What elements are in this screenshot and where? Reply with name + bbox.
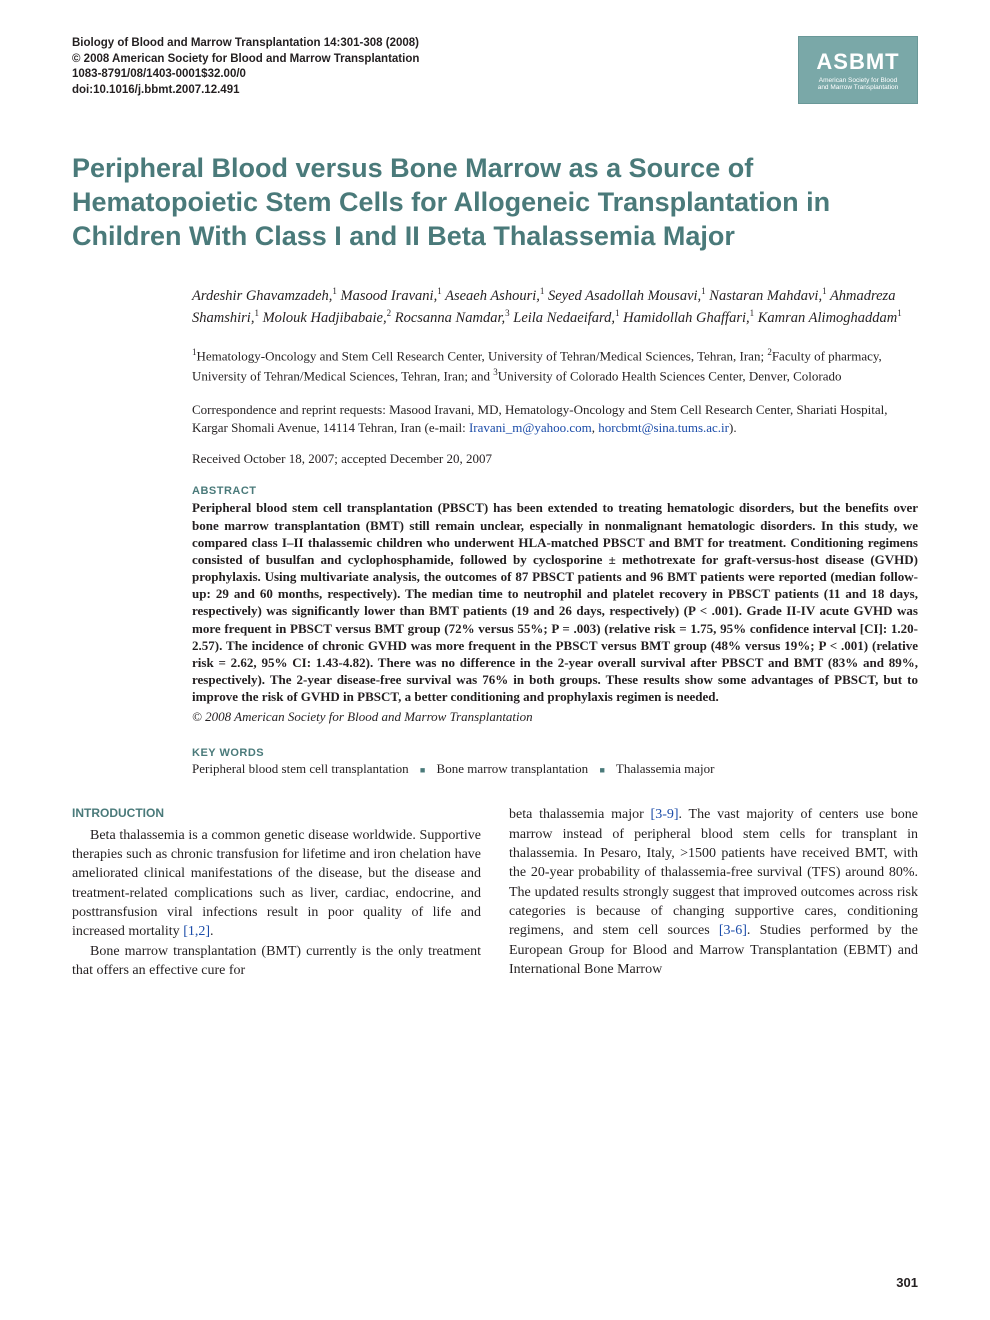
- article-title: Peripheral Blood versus Bone Marrow as a…: [72, 152, 918, 253]
- journal-copyright: © 2008 American Society for Blood and Ma…: [72, 52, 419, 68]
- correspondence: Correspondence and reprint requests: Mas…: [192, 401, 918, 437]
- affiliations: 1Hematology-Oncology and Stem Cell Resea…: [192, 346, 918, 385]
- journal-doi: doi:10.1016/j.bbmt.2007.12.491: [72, 83, 419, 99]
- right-column: beta thalassemia major [3-9]. The vast m…: [509, 805, 918, 980]
- citation-link[interactable]: [3-6]: [719, 923, 747, 938]
- article-dates: Received October 18, 2007; accepted Dece…: [192, 451, 918, 467]
- intro-paragraph-2-cont: beta thalassemia major [3-9]. The vast m…: [509, 805, 918, 979]
- correspondence-email-2[interactable]: horcbmt@sina.tums.ac.ir: [598, 420, 729, 435]
- keyword-1: Peripheral blood stem cell transplantati…: [192, 761, 409, 776]
- header-row: Biology of Blood and Marrow Transplantat…: [72, 36, 918, 104]
- bullet-icon: ■: [599, 765, 604, 775]
- left-column: INTRODUCTION Beta thalassemia is a commo…: [72, 805, 481, 980]
- keyword-3: Thalassemia major: [616, 761, 715, 776]
- keywords-list: Peripheral blood stem cell transplantati…: [192, 761, 918, 777]
- abstract-text: Peripheral blood stem cell transplantati…: [192, 499, 918, 705]
- bullet-icon: ■: [420, 765, 425, 775]
- citation-link[interactable]: [3-9]: [651, 807, 679, 822]
- page-number: 301: [896, 1275, 918, 1290]
- authors-list: Ardeshir Ghavamzadeh,1 Masood Iravani,1 …: [192, 285, 918, 328]
- journal-issn: 1083-8791/08/1403-0001$32.00/0: [72, 67, 419, 83]
- logo-acronym: ASBMT: [816, 49, 899, 75]
- logo-subtitle: American Society for Blood and Marrow Tr…: [818, 77, 899, 91]
- body-columns: INTRODUCTION Beta thalassemia is a commo…: [72, 805, 918, 980]
- intro-paragraph-2: Bone marrow transplantation (BMT) curren…: [72, 942, 481, 981]
- correspondence-email-1[interactable]: Iravani_m@yahoo.com: [469, 420, 592, 435]
- introduction-heading: INTRODUCTION: [72, 805, 481, 822]
- abstract-copyright: © 2008 American Society for Blood and Ma…: [192, 709, 918, 725]
- journal-meta: Biology of Blood and Marrow Transplantat…: [72, 36, 419, 98]
- keyword-2: Bone marrow transplantation: [437, 761, 589, 776]
- keywords-label: KEY WORDS: [192, 747, 918, 759]
- journal-citation: Biology of Blood and Marrow Transplantat…: [72, 36, 419, 52]
- citation-link[interactable]: [1,2]: [183, 924, 210, 939]
- asbmt-logo: ASBMT American Society for Blood and Mar…: [798, 36, 918, 104]
- abstract-label: ABSTRACT: [192, 485, 918, 497]
- intro-paragraph-1: Beta thalassemia is a common genetic dis…: [72, 826, 481, 942]
